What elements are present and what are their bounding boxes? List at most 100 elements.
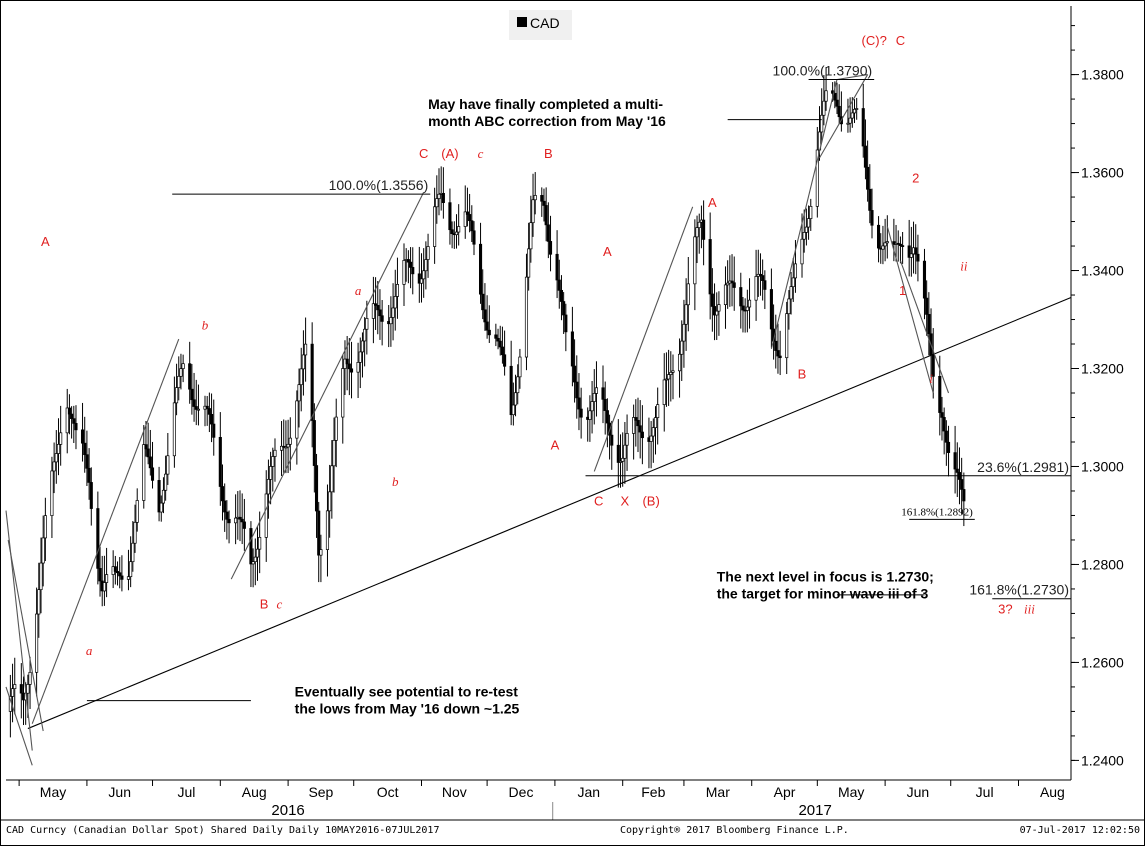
x-tick-label: Jul [177,784,195,800]
fib-label: 161.8%(1.2730) [969,582,1069,598]
candle-body [279,445,284,451]
candle-body [345,358,349,365]
wave-label: 3? [998,601,1012,616]
candle-body [441,192,445,204]
candle-body [175,387,179,404]
footer-right: 07-Jul-2017 12:02:50 [1020,825,1140,836]
candle-body [861,108,865,147]
fib-label: 100.0%(1.3556) [329,177,429,193]
candle-body [166,455,170,475]
candle-body [809,205,813,219]
candle-body [334,416,338,441]
annotation-line: the target for minor wave iii of 3 [717,586,929,602]
wave-label: i [929,371,933,386]
candle-body [83,442,87,456]
candle-body [258,536,262,550]
candle-body [953,452,957,470]
candle-body [161,489,166,504]
trendline-swing-3 [593,206,694,472]
candle-body [557,279,561,291]
y-tick-label: 1.3400 [1081,263,1124,279]
candle-body [877,224,881,249]
candle-body [87,467,91,483]
x-tick-label: Sep [308,784,333,800]
candle-body [463,211,467,227]
candle-body [940,412,944,418]
candle-body [802,232,806,240]
candle-body [240,518,244,523]
trendline-right-drop [886,226,934,394]
candle-body [710,293,714,307]
candle-body [820,114,824,133]
wave-label: A [41,234,50,249]
candle-body [133,521,137,544]
candle-body [846,122,850,125]
candle-body [271,456,275,467]
candle-body [435,198,439,208]
x-year-label: 2017 [798,802,831,819]
candle-body [212,423,216,438]
candle-body [634,417,638,421]
candle-body [570,331,574,367]
trendline-left-drop-3 [7,539,44,732]
candle-body [43,515,47,539]
candle-body [365,318,369,330]
candle-body [50,470,54,516]
candle-body [848,117,852,124]
candle-body [837,105,841,118]
candle-body [588,410,592,420]
candle-body [741,305,745,311]
candle-body [126,576,131,580]
candle-body [907,245,911,258]
candle-body [712,306,717,316]
candle-body [946,441,951,453]
trendline-swing-5 [836,74,868,81]
trendlines [5,74,1072,766]
candle-body [419,278,424,284]
candle-body [616,444,620,463]
candle-body [269,466,273,480]
x-tick-label: Oct [377,784,399,800]
candle-body [938,375,942,413]
candle-body [172,402,176,457]
wave-label: c [276,597,282,612]
candle-body [822,100,826,116]
candle-body [509,365,513,416]
candle-body [266,479,270,495]
candle-body [632,417,636,434]
candle-body [207,408,211,415]
candle-body [478,243,483,295]
x-tick-label: Apr [774,784,796,800]
wave-label: (A) [441,146,458,161]
candle-body [601,387,605,400]
candle-body [363,328,367,342]
candle-body [120,575,124,580]
fib-label: 23.6%(1.2981) [977,459,1069,475]
candle-body [319,549,323,556]
wave-label: C [594,494,603,509]
candle-body [778,355,782,359]
candle-body [150,467,155,481]
trendline-long-term-support [27,296,1072,730]
wave-label: B [544,146,553,161]
candle-body [80,429,85,444]
candle-body [67,407,71,415]
candle-body [559,289,564,302]
candle-body [592,393,596,402]
candle-body [680,340,684,355]
legend: CAD [509,10,572,40]
wave-label: B [260,597,269,612]
candle-body [732,282,736,288]
candle-body [13,684,17,690]
candle-body [769,289,773,330]
candle-body [181,363,185,369]
annotation-line: the lows from May '16 down ~1.25 [295,701,520,717]
candle-body [210,413,214,425]
candle-body [249,528,253,565]
footer-center: Copyright® 2017 Bloomberg Finance L.P. [620,825,849,836]
fib-label: 161.8%(1.2892) [901,506,973,518]
candle-body [664,378,668,381]
y-tick-label: 1.3800 [1081,67,1124,83]
candle-body [314,465,319,512]
candle-body [159,502,163,513]
